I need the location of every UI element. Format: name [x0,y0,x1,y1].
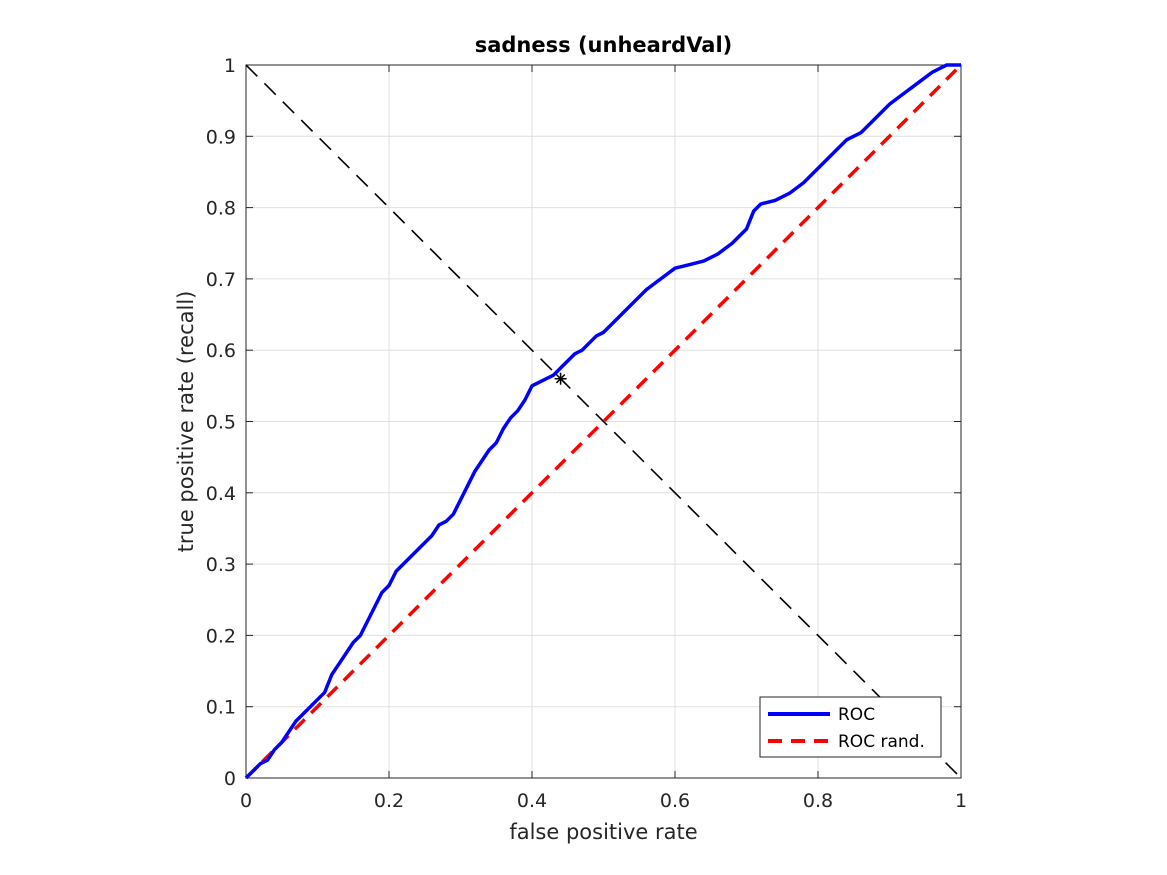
x-tick-label: 0.6 [660,790,690,812]
y-axis-label: true positive rate (recall) [174,291,198,553]
x-tick-label: 1 [955,790,967,812]
x-tick-label: 0.8 [803,790,833,812]
y-tick-label: 0.2 [206,625,236,647]
chart-title: sadness (unheardVal) [475,33,733,57]
y-tick-label: 0.8 [206,198,236,220]
legend: ROC ROC rand. [759,696,942,758]
x-axis-label: false positive rate [509,820,697,844]
x-tick-label: 0.2 [374,790,404,812]
y-axis: 0 0.1 0.2 0.3 0.4 0.5 0.6 0.7 0.8 0.9 1 [206,55,961,790]
y-tick-label: 0.3 [206,554,236,576]
y-tick-label: 0.5 [206,412,236,434]
reference-line [245,64,962,779]
x-tick-label: 0 [240,790,252,812]
y-tick-label: 0.7 [206,269,236,291]
y-tick-label: 0.6 [206,340,236,362]
y-tick-label: 0.1 [206,697,236,719]
series-layer [244,63,963,780]
y-tick-label: 1 [224,55,236,77]
operating-point-marker [554,372,567,385]
x-tick-label: 0.4 [517,790,547,812]
legend-label-roc-rand: ROC rand. [838,732,925,752]
series-line-roc [244,63,961,780]
series-line-roc-rand [244,63,963,780]
x-axis: 0 0.2 0.4 0.6 0.8 1 [240,65,967,812]
y-tick-label: 0 [224,768,236,790]
legend-label-roc: ROC [838,705,875,725]
y-tick-label: 0.9 [206,126,236,148]
legend-box [759,696,942,758]
y-tick-label: 0.4 [206,483,236,505]
